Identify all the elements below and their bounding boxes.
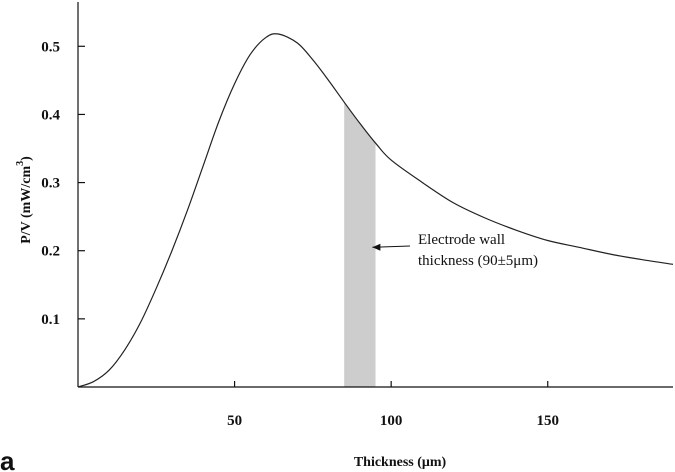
x-tick-label-50: 50 <box>227 413 242 429</box>
x-tick-label-150: 150 <box>536 413 559 429</box>
y-axis-label: P/V (mW/cm3) <box>15 156 34 244</box>
annotation-line-2: thickness (90±5μm) <box>418 253 538 269</box>
y-tick-label-0.5: 0.5 <box>41 39 60 55</box>
y-tick-label-0.3: 0.3 <box>41 176 60 192</box>
annotation-line-1: Electrode wall <box>418 232 505 248</box>
y-axis-label-sup: 3 <box>15 161 26 166</box>
y-tick-label-0.1: 0.1 <box>41 312 60 328</box>
x-axis-label: Thickness (μm) <box>354 455 447 470</box>
y-tick-label-0.2: 0.2 <box>41 244 60 260</box>
above-curve-mask <box>78 2 673 387</box>
panel-label: a <box>0 446 15 472</box>
series-line <box>77 33 674 388</box>
annotation-arrow-head <box>372 243 381 251</box>
y-axis-label-main: P/V (mW/cm <box>19 166 34 244</box>
y-axis-label-close: ) <box>19 156 34 161</box>
x-tick-label-100: 100 <box>380 413 403 429</box>
y-tick-label-0.4: 0.4 <box>41 107 60 123</box>
